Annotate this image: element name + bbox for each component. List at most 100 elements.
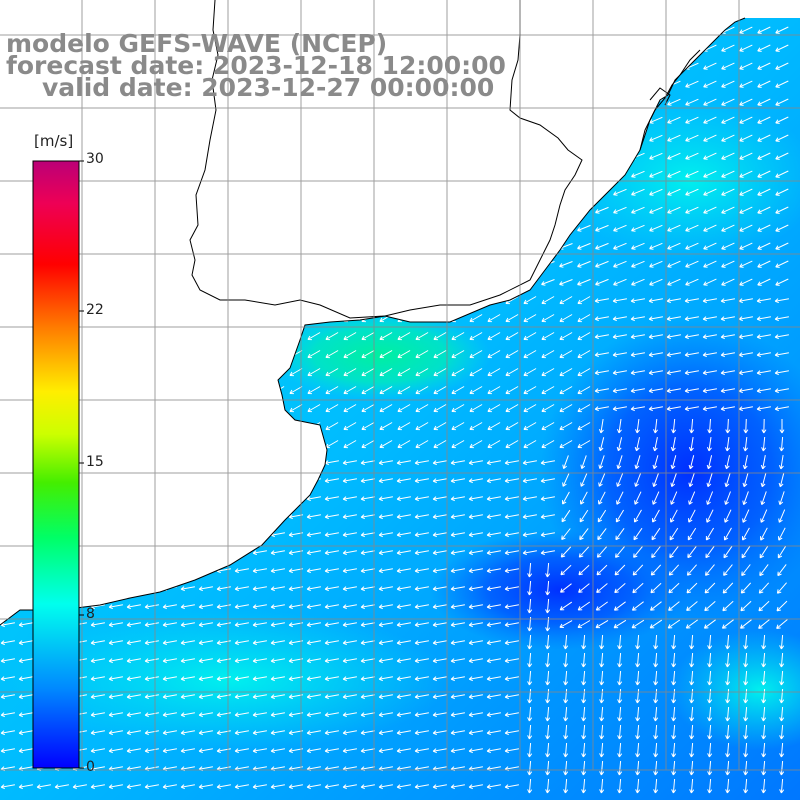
wind-arrow bbox=[0, 280, 15, 286]
wind-arrow bbox=[667, 260, 681, 268]
wind-arrow bbox=[144, 478, 159, 484]
wind-arrow bbox=[703, 619, 716, 629]
wind-arrow bbox=[235, 422, 249, 431]
wind-arrow bbox=[181, 404, 195, 413]
wind-arrow bbox=[577, 62, 591, 70]
wind-arrow bbox=[126, 550, 141, 556]
wind-arrow bbox=[1, 296, 15, 305]
wind-arrow bbox=[595, 116, 609, 124]
wind-arrow bbox=[379, 368, 393, 377]
wind-arrow bbox=[0, 658, 15, 664]
wind-arrow bbox=[612, 298, 627, 304]
wind-arrow bbox=[738, 406, 753, 412]
wind-arrow bbox=[360, 171, 375, 178]
wind-arrow bbox=[325, 296, 339, 305]
wind-arrow bbox=[198, 243, 213, 250]
wind-arrow bbox=[270, 117, 285, 124]
wind-arrow bbox=[252, 730, 267, 736]
wind-arrow bbox=[253, 422, 267, 431]
wind-arrow bbox=[738, 388, 753, 394]
wind-arrow bbox=[450, 676, 465, 682]
wind-arrow bbox=[342, 550, 357, 556]
wind-arrow bbox=[523, 350, 537, 359]
wind-arrow bbox=[774, 298, 789, 304]
wind-arrow bbox=[487, 225, 501, 232]
wind-arrow bbox=[689, 652, 695, 668]
wind-arrow bbox=[540, 514, 555, 520]
wind-arrow bbox=[670, 491, 678, 505]
wind-arrow bbox=[162, 496, 177, 502]
wind-arrow bbox=[579, 509, 589, 523]
wind-arrow bbox=[253, 386, 267, 395]
wind-arrow bbox=[707, 418, 713, 434]
wind-arrow bbox=[271, 10, 284, 15]
wind-arrow bbox=[707, 670, 713, 686]
wind-arrow bbox=[18, 82, 33, 88]
wind-arrow bbox=[162, 189, 177, 196]
wind-arrow bbox=[761, 652, 767, 668]
wind-arrow bbox=[306, 243, 321, 250]
wind-arrow bbox=[739, 44, 753, 52]
wind-arrow bbox=[199, 404, 213, 413]
wind-arrow bbox=[198, 279, 213, 286]
wind-arrow bbox=[775, 98, 789, 106]
wind-arrow bbox=[685, 152, 699, 160]
wind-arrow bbox=[504, 478, 519, 484]
wind-arrow bbox=[631, 188, 645, 196]
wind-arrow bbox=[378, 189, 393, 196]
wind-arrow bbox=[649, 116, 663, 124]
wind-arrow bbox=[234, 261, 249, 268]
wind-arrow bbox=[127, 404, 141, 413]
wind-arrow bbox=[487, 171, 501, 178]
wind-arrow bbox=[686, 9, 699, 15]
wind-arrow bbox=[649, 80, 663, 88]
wind-arrow bbox=[648, 370, 663, 376]
wind-arrow bbox=[775, 152, 789, 160]
wind-arrow bbox=[580, 491, 588, 505]
wind-arrow bbox=[433, 296, 447, 305]
colorbar-unit: [m/s] bbox=[34, 132, 74, 150]
wind-arrow bbox=[0, 226, 15, 232]
wind-arrow bbox=[342, 261, 357, 268]
wind-arrow bbox=[199, 350, 213, 359]
wind-arrow bbox=[144, 135, 159, 142]
wind-arrow bbox=[721, 260, 735, 268]
wind-arrow bbox=[720, 316, 735, 322]
wind-arrow bbox=[599, 634, 605, 650]
wind-arrow bbox=[617, 652, 623, 668]
wind-arrow bbox=[414, 658, 429, 664]
wind-arrow bbox=[451, 350, 465, 359]
wind-arrow bbox=[397, 296, 411, 305]
wind-arrow bbox=[671, 742, 677, 758]
wind-arrow bbox=[252, 460, 267, 466]
wind-arrow bbox=[19, 368, 33, 377]
wind-arrow bbox=[198, 712, 213, 718]
wind-arrow bbox=[234, 640, 249, 646]
wind-arrow bbox=[761, 760, 767, 776]
wind-arrow bbox=[198, 550, 213, 556]
wind-arrow bbox=[777, 545, 787, 559]
wind-arrow bbox=[486, 712, 501, 718]
wind-arrow bbox=[234, 514, 249, 520]
wind-arrow bbox=[415, 386, 429, 395]
wind-arrow bbox=[415, 368, 429, 377]
wind-arrow bbox=[562, 455, 569, 469]
wind-arrow bbox=[415, 350, 429, 359]
wind-arrow bbox=[126, 676, 141, 682]
wind-arrow bbox=[468, 568, 483, 574]
wind-arrow bbox=[527, 634, 533, 650]
wind-arrow bbox=[559, 189, 573, 196]
wind-arrow bbox=[360, 730, 375, 736]
wind-arrow bbox=[757, 62, 771, 70]
wind-arrow bbox=[703, 98, 717, 106]
wind-arrow bbox=[306, 171, 321, 178]
wind-arrow bbox=[18, 262, 33, 268]
wind-arrow bbox=[19, 314, 33, 323]
wind-arrow bbox=[779, 634, 785, 650]
wind-arrow bbox=[451, 243, 465, 250]
wind-arrow bbox=[689, 706, 695, 722]
wind-arrow bbox=[307, 440, 321, 449]
wind-arrow bbox=[631, 80, 645, 88]
wind-arrow bbox=[324, 658, 339, 664]
wind-arrow bbox=[216, 225, 231, 232]
